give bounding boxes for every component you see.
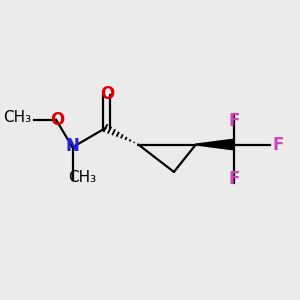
- Text: O: O: [100, 85, 114, 103]
- Text: F: F: [229, 170, 240, 188]
- Polygon shape: [196, 139, 234, 151]
- Text: CH₃: CH₃: [3, 110, 32, 124]
- Text: F: F: [229, 112, 240, 130]
- Text: F: F: [273, 136, 284, 154]
- Text: O: O: [50, 111, 64, 129]
- Text: CH₃: CH₃: [68, 170, 96, 185]
- Text: N: N: [66, 137, 80, 155]
